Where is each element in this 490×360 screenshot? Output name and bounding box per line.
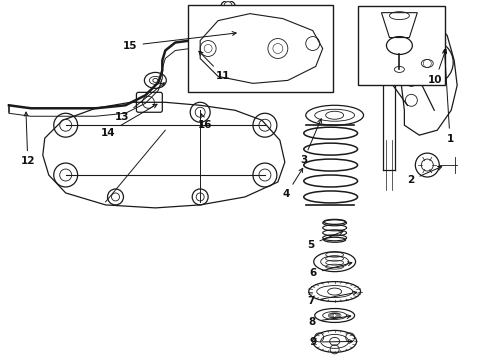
Text: 8: 8 — [309, 315, 351, 327]
Text: 12: 12 — [21, 112, 35, 166]
Text: 15: 15 — [123, 32, 236, 50]
Text: 1: 1 — [443, 49, 454, 144]
Text: 6: 6 — [310, 262, 352, 278]
Text: 16: 16 — [198, 114, 212, 130]
Text: 10: 10 — [428, 49, 446, 85]
Text: 11: 11 — [199, 51, 230, 81]
Text: 14: 14 — [101, 104, 157, 138]
Bar — [188, 5, 333, 92]
Text: 7: 7 — [307, 291, 357, 306]
Text: 13: 13 — [115, 83, 164, 122]
Text: 3: 3 — [300, 119, 321, 165]
Text: 9: 9 — [310, 337, 353, 347]
Text: 4: 4 — [283, 168, 303, 199]
Bar — [358, 6, 445, 85]
Text: 2: 2 — [407, 166, 441, 185]
Text: 5: 5 — [307, 231, 343, 249]
